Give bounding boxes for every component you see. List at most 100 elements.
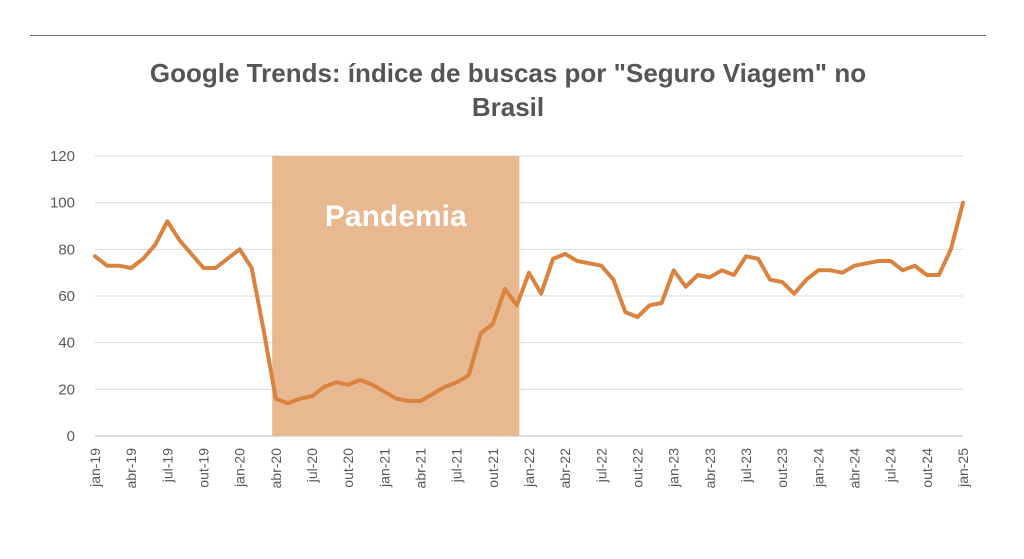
data-point-jul-19 [165,219,169,223]
line-chart: Google Trends: índice de buscas por "Seg… [50,58,971,489]
series-line-group [93,200,965,406]
chart-frame: Google Trends: índice de buscas por "Seg… [30,36,986,526]
y-tick-label-40: 40 [58,335,75,352]
data-point-jun-20 [298,397,302,401]
data-point-dez-23 [804,278,808,282]
x-axis-tick-labels: jan-19 abr-19 jul-19 out-19 jan-20 abr-20 jul-… [87,448,971,489]
x-tick-label-abr-19: abr-19 [123,448,139,489]
data-point-fev-24 [828,268,832,272]
x-tick-label-out-23: out-23 [774,448,790,488]
data-point-fev-20 [250,266,254,270]
data-point-ago-20 [322,385,326,389]
data-point-out-23 [780,280,784,284]
data-point-mar-23 [696,273,700,277]
x-tick-label-jul-23: jul-23 [738,448,754,483]
data-point-jul-20 [310,394,314,398]
data-point-jan-23 [672,268,676,272]
x-tick-label-jul-21: jul-21 [449,448,465,483]
data-point-jul-23 [744,254,748,258]
x-tick-label-jul-20: jul-20 [304,448,320,483]
data-point-mar-20 [262,329,266,333]
x-tick-label-jan-20: jan-20 [232,448,248,488]
data-point-jan-22 [527,271,531,275]
data-point-ago-21 [467,373,471,377]
x-tick-label-jan-23: jan-23 [666,448,682,488]
data-point-jun-24 [877,259,881,263]
x-tick-label-jan-21: jan-21 [376,448,392,488]
data-point-nov-20 [358,378,362,382]
data-point-out-22 [635,315,640,319]
data-point-mai-23 [720,268,724,272]
data-point-jun-19 [153,243,157,247]
data-point-mai-24 [864,261,869,265]
data-point-out-21 [491,322,495,326]
data-point-nov-21 [503,287,507,291]
data-point-jul-24 [889,259,893,263]
x-tick-label-jan-19: jan-19 [87,448,103,488]
data-point-dez-21 [515,303,519,307]
data-point-out-24 [925,273,929,277]
y-axis-tick-labels: 0 20 40 60 80 100 120 [50,148,75,445]
data-point-abr-20 [274,397,278,401]
data-point-ago-23 [756,257,760,261]
x-tick-label-abr-24: abr-24 [847,448,863,489]
x-tick-label-out-22: out-22 [630,448,646,488]
x-tick-label-abr-23: abr-23 [702,448,718,489]
data-point-mar-19 [117,264,121,268]
data-point-dez-19 [226,257,230,261]
data-point-set-23 [768,278,772,282]
data-point-fev-19 [105,264,109,268]
data-point-mai-20 [286,401,290,405]
x-tick-label-out-24: out-24 [919,448,935,488]
data-point-fev-23 [684,285,688,289]
data-point-jul-22 [599,264,603,268]
chart-title-line-2: Brasil [472,92,544,122]
data-point-abr-23 [708,275,712,279]
data-point-jan-24 [816,268,820,272]
data-point-set-24 [913,264,917,268]
x-tick-label-jul-24: jul-24 [883,448,899,483]
data-point-abr-24 [852,264,857,268]
data-point-nov-24 [937,273,941,277]
y-tick-label-120: 120 [50,148,75,165]
x-tick-label-jan-25: jan-25 [955,448,971,488]
y-tick-label-0: 0 [67,428,75,445]
top-border-line [30,35,986,36]
data-point-out-20 [346,383,350,387]
x-tick-label-out-21: out-21 [485,448,501,488]
data-point-set-21 [479,331,483,335]
pandemic-label: Pandemia [325,200,467,233]
data-point-set-20 [334,380,338,384]
x-tick-label-jul-19: jul-19 [159,448,175,483]
chart-title-line-1: Google Trends: índice de buscas por "Seg… [150,58,866,88]
data-point-mar-21 [406,399,411,403]
data-point-jul-21 [455,380,459,384]
data-point-abr-19 [129,266,133,270]
x-tick-label-out-20: out-20 [340,448,356,488]
x-tick-label-jan-24: jan-24 [810,448,826,488]
data-point-jan-25 [961,201,965,205]
y-tick-label-80: 80 [58,241,75,258]
data-point-ago-22 [611,278,615,282]
data-point-mai-21 [430,392,435,396]
data-point-fev-22 [539,292,543,296]
data-point-out-19 [201,266,206,270]
data-point-nov-23 [792,292,796,296]
x-tick-label-out-19: out-19 [196,448,212,488]
x-tick-label-abr-22: abr-22 [557,448,573,489]
x-tick-label-abr-21: abr-21 [413,448,429,489]
x-tick-label-jan-22: jan-22 [521,448,537,488]
data-point-ago-19 [177,238,181,242]
data-point-jun-21 [443,385,447,389]
data-point-dez-22 [660,301,664,305]
y-tick-label-20: 20 [58,381,75,398]
data-point-jun-23 [732,273,736,277]
data-point-fev-21 [394,397,398,401]
series-line [93,200,965,406]
y-tick-label-60: 60 [58,288,75,305]
data-point-jan-21 [382,390,386,394]
pandemic-band: Pandemia [272,156,520,436]
x-tick-label-jul-22: jul-22 [593,448,609,483]
data-point-mar-24 [840,271,845,275]
x-tick-label-abr-20: abr-20 [268,448,284,489]
